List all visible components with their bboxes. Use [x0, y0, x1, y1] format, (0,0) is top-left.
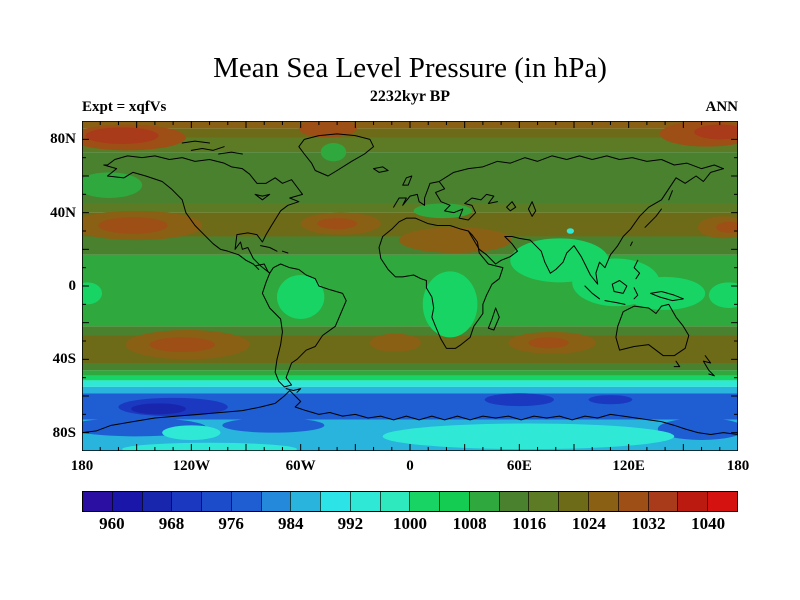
- colorbar-cell: [349, 492, 380, 511]
- colorbar-cell: [468, 492, 499, 511]
- pressure-center-subtropical-high: [149, 337, 216, 352]
- colorbar-cell: [439, 492, 469, 511]
- pressure-center-subtropical-high: [317, 218, 358, 230]
- pressure-center-antarctic-blue: [657, 418, 738, 440]
- colorbar-cell: [707, 492, 737, 511]
- pressure-center-equatorial-low: [276, 275, 325, 319]
- pressure-band: [82, 363, 738, 371]
- colorbar-cell: [379, 492, 410, 511]
- colorbar-cell: [111, 492, 142, 511]
- pressure-band: [82, 128, 738, 138]
- lon-label: 0: [406, 458, 414, 474]
- colorbar-cell: [647, 492, 678, 511]
- coastlines: [82, 134, 738, 435]
- colorbar-tick-label: 984: [277, 514, 304, 533]
- lon-label: 120E: [612, 458, 645, 474]
- pressure-band: [82, 370, 738, 376]
- colorbar-tick-label: 992: [337, 514, 364, 533]
- lon-label: 180: [726, 458, 750, 474]
- colorbar-tick-label: 1024: [571, 514, 606, 533]
- colorbar-cell: [409, 492, 440, 511]
- contour-fill-layer: [82, 121, 738, 451]
- colorbar-cell: [320, 492, 350, 511]
- colorbar-tick-label: 1016: [512, 514, 547, 533]
- pressure-band: [82, 137, 738, 153]
- pressure-center-equatorial-low: [625, 276, 706, 310]
- pressure-center-equatorial-low: [708, 282, 738, 308]
- colorbar-cell: [141, 492, 172, 511]
- lat-label: 80N: [50, 131, 76, 148]
- colorbar-cell: [290, 492, 321, 511]
- pressure-center-antarctic-blue: [222, 418, 325, 433]
- colorbar-tick-label: 960: [99, 514, 125, 533]
- colorbar-cell: [677, 492, 708, 511]
- lat-label: 40S: [52, 351, 76, 368]
- pressure-center-subtropical-high: [716, 221, 738, 233]
- colorbar-cell: [588, 492, 618, 511]
- colorbar-tick-label: 968: [158, 514, 185, 533]
- colorbar-cell: [260, 492, 291, 511]
- colorbar-tick-label: 1032: [631, 514, 666, 533]
- pressure-band: [82, 380, 738, 387]
- pressure-center-circumpolar-low: [588, 395, 633, 405]
- colorbar-tick-label: 1040: [691, 514, 726, 533]
- colorbar-cell: [201, 492, 231, 511]
- lon-label: 60W: [285, 458, 316, 474]
- colorbar-cell: [498, 492, 529, 511]
- lat-label: 80S: [52, 424, 76, 441]
- pressure-center-arctic-high: [694, 124, 738, 140]
- pressure-center-circumpolar-low: [484, 393, 554, 407]
- lat-label: 40N: [50, 204, 76, 221]
- pressure-center-antarctic-cyan: [162, 425, 221, 440]
- pressure-contour-map: [82, 121, 738, 451]
- colorbar-tick-label: 1008: [452, 514, 487, 533]
- pressure-band: [82, 386, 738, 394]
- pressure-center-circumpolar-low: [131, 403, 186, 415]
- pressure-center-tibetan-low-spot: [566, 228, 574, 234]
- colorbar-cell: [230, 492, 261, 511]
- pressure-center-antarctic-cyan: [382, 423, 675, 450]
- experiment-label: Expt = xqfVs: [82, 99, 167, 115]
- pressure-center-subtropical-high: [98, 217, 168, 234]
- pressure-center-subtropical-high: [528, 337, 569, 349]
- time-subtitle: 2232kyr BP: [369, 88, 451, 105]
- colorbar-tick-label: 976: [218, 514, 244, 533]
- pressure-band: [82, 326, 738, 336]
- colorbar-cell: [171, 492, 202, 511]
- pressure-center-low-patch: [413, 203, 472, 219]
- pressure-center-saharan-high: [399, 227, 513, 253]
- pressure-center-equatorial-low: [82, 282, 103, 305]
- pressure-band: [82, 212, 738, 237]
- pressure-center-low-patch: [320, 143, 347, 162]
- colorbar-cell: [83, 492, 112, 511]
- colorbar: [82, 491, 738, 512]
- season-label: ANN: [705, 99, 739, 115]
- pressure-center-antarctic-cyan: [122, 442, 297, 451]
- colorbar-tick-label: 1000: [393, 514, 427, 533]
- pressure-center-arctic-high: [298, 121, 358, 138]
- pressure-band: [82, 203, 738, 213]
- colorbar-cell: [617, 492, 648, 511]
- lon-label: 180: [70, 458, 94, 474]
- pressure-center-equatorial-low: [422, 271, 478, 338]
- pressure-center-low-patch: [82, 172, 143, 198]
- pressure-center-subtropical-high: [369, 333, 421, 352]
- lat-label: 0: [68, 278, 77, 294]
- page-title: Mean Sea Level Pressure (in hPa): [213, 52, 607, 84]
- pressure-band: [82, 375, 738, 381]
- pressure-center-arctic-high: [85, 127, 159, 144]
- colorbar-cell: [558, 492, 589, 511]
- lon-label: 60E: [506, 458, 532, 474]
- lon-label: 120W: [172, 458, 211, 474]
- colorbar-cell: [528, 492, 559, 511]
